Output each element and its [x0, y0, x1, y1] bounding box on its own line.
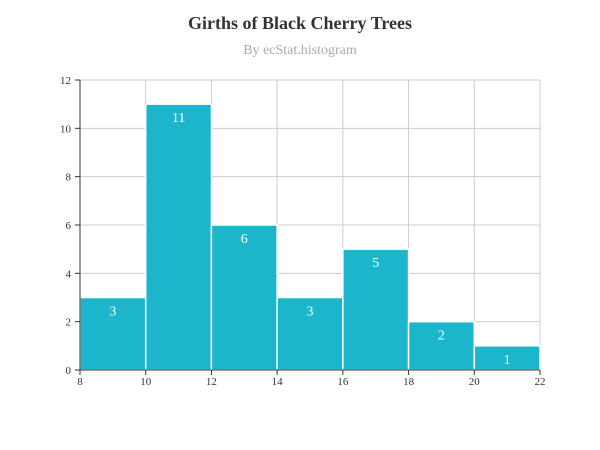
- bar-value-label-0: 3: [109, 305, 116, 320]
- bar-4: [342, 248, 410, 371]
- chart-title: Girths of Black Cherry Trees: [188, 13, 412, 33]
- bar-value-label-1: 11: [172, 111, 185, 126]
- y-tick-label-3: 6: [66, 220, 72, 232]
- y-tick-label-2: 4: [66, 268, 72, 280]
- x-tick-label-5: 18: [403, 376, 415, 388]
- bar-value-label-5: 2: [438, 329, 445, 344]
- x-tick-label-6: 20: [469, 376, 481, 388]
- x-tick-label-1: 10: [140, 376, 152, 388]
- bar-value-label-4: 5: [372, 256, 379, 271]
- y-tick-label-4: 8: [66, 172, 72, 184]
- y-tick-label-5: 10: [60, 123, 72, 135]
- y-tick-label-1: 2: [66, 317, 72, 329]
- bar-3: [276, 296, 344, 371]
- y-tick-label-0: 0: [66, 365, 72, 377]
- y-tick-label-6: 12: [60, 75, 71, 87]
- bars: [79, 103, 541, 371]
- chart-subtitle: By ecStat.histogram: [243, 43, 357, 58]
- x-tick-label-3: 14: [272, 376, 284, 388]
- x-tick-label-4: 16: [337, 376, 349, 388]
- bar-value-label-6: 1: [504, 353, 511, 368]
- bar-1: [144, 103, 213, 371]
- x-tick-label-0: 8: [77, 376, 83, 388]
- bar-labels: 3 11 6 3 5 2 1: [109, 111, 510, 368]
- x-tick-label-7: 22: [535, 376, 546, 388]
- bar-value-label-2: 6: [241, 232, 248, 247]
- x-tick-label-2: 12: [206, 376, 217, 388]
- bar-value-label-3: 3: [307, 305, 314, 320]
